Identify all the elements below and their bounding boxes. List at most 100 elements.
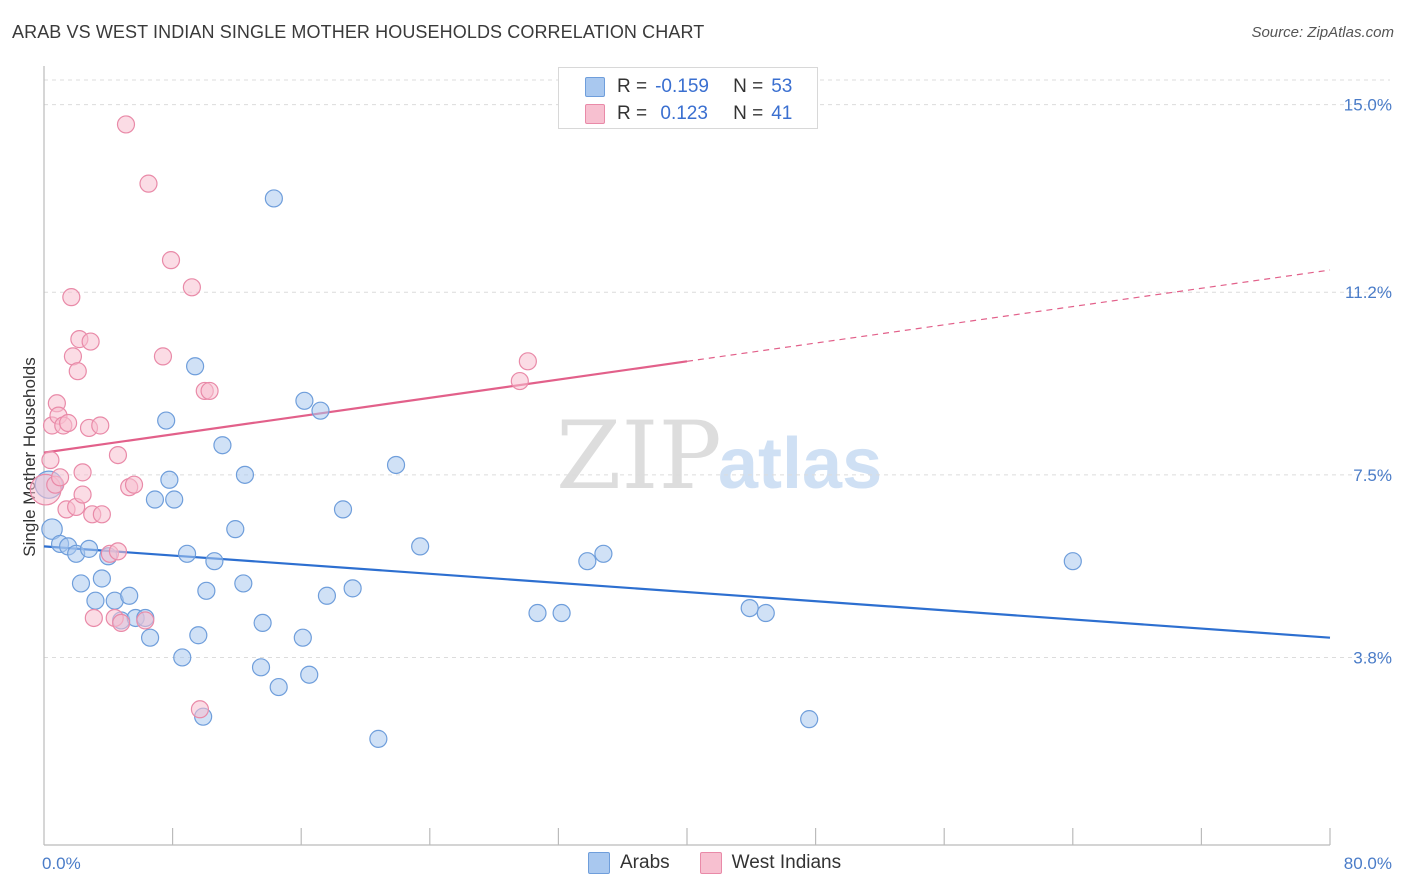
tick-labels: 3.8% 7.5% 11.2% 15.0% 0.0% 80.0% <box>42 96 1392 873</box>
x-tick-label: 0.0% <box>42 854 81 873</box>
arab-point <box>41 518 63 540</box>
arab-point <box>264 189 283 208</box>
legend-label-arabs: Arabs <box>620 852 670 873</box>
arab-point <box>1063 552 1082 571</box>
grid <box>44 79 1390 658</box>
arab-point <box>197 581 216 600</box>
west-indian-point <box>112 613 131 633</box>
west-indian-point <box>84 608 103 628</box>
west-indian-point <box>200 381 219 401</box>
legend-n-label: N = <box>733 103 764 124</box>
data-points <box>29 115 1082 748</box>
arab-point <box>157 411 176 430</box>
arab-point <box>205 552 224 571</box>
watermark-atlas: atlas <box>718 424 882 504</box>
arab-point <box>343 579 362 598</box>
arab-point <box>177 544 197 563</box>
arab-point <box>293 628 312 647</box>
west-indian-point <box>59 413 78 433</box>
legend-item-arabs[interactable]: Arabs <box>588 852 670 874</box>
arab-point <box>269 677 288 697</box>
arab-point <box>295 391 314 410</box>
source-label: Source: ZipAtlas.com <box>1251 24 1394 41</box>
arab-point <box>317 586 337 605</box>
chart-title: ARAB VS WEST INDIAN SINGLE MOTHER HOUSEH… <box>12 22 705 42</box>
trend-lines <box>43 269 1331 639</box>
west-indian-point <box>182 278 201 297</box>
legend-swatch-west-indians <box>585 104 605 124</box>
arab-point <box>251 658 271 677</box>
legend-swatch-arabs <box>588 852 610 874</box>
arab-point <box>552 603 571 623</box>
y-tick-label: 11.2% <box>1345 283 1392 302</box>
west-indian-trend-extension <box>686 269 1331 362</box>
legend-row-west-indians: R = 0.123 N = 41 <box>585 101 792 127</box>
arab-point <box>253 613 272 633</box>
arab-point <box>386 455 406 475</box>
arab-point <box>86 591 105 610</box>
legend-swatch-west-indians <box>699 852 722 874</box>
west-indian-point <box>68 362 87 381</box>
arab-point <box>92 569 111 588</box>
legend-r-label: R = <box>617 76 648 97</box>
arab-point <box>189 626 208 645</box>
west-indian-point <box>73 485 92 504</box>
arab-point <box>528 603 547 623</box>
watermark: ZIP atlas <box>556 402 882 511</box>
arab-point <box>120 586 139 605</box>
west-indian-point <box>116 115 136 134</box>
legend-r-value: -0.159 <box>655 76 709 97</box>
arab-point <box>800 710 819 729</box>
series-west-indians <box>29 115 537 719</box>
west-indian-point <box>91 416 110 435</box>
arab-point <box>740 598 759 618</box>
x-tick-label: 80.0% <box>1344 854 1392 873</box>
arab-point <box>311 401 330 420</box>
arab-point <box>71 574 91 593</box>
arab-point <box>333 500 353 519</box>
arab-point <box>234 574 253 593</box>
series-arabs <box>34 189 1082 748</box>
west-indian-point <box>62 288 81 307</box>
west-indian-point <box>139 174 158 193</box>
arab-point <box>756 603 775 623</box>
west-indian-point <box>41 450 60 470</box>
arab-point <box>226 520 245 539</box>
arab-point <box>411 537 430 556</box>
arab-point <box>186 357 205 376</box>
arab-point <box>594 544 613 563</box>
west-indian-point <box>153 347 173 366</box>
arab-trend-line <box>43 545 1331 639</box>
west-indian-point <box>92 505 111 524</box>
legend-swatch-arabs <box>585 77 605 97</box>
arab-point <box>300 665 319 684</box>
west-indian-point <box>50 468 70 487</box>
legend-label-west-indians: West Indians <box>731 852 842 873</box>
watermark-zip: ZIP <box>556 402 722 511</box>
arab-point <box>213 436 232 455</box>
legend-n-value: 41 <box>771 103 793 124</box>
west-indian-trend-line <box>43 360 688 454</box>
west-indian-point <box>81 332 100 351</box>
y-tick-label: 15.0% <box>1344 96 1392 115</box>
legend-n-value: 53 <box>771 76 793 97</box>
west-indian-point <box>108 542 128 561</box>
series-legend: Arabs West Indians <box>588 852 871 874</box>
legend-item-west-indians[interactable]: West Indians <box>699 852 842 874</box>
arab-point <box>145 490 165 509</box>
legend-r-value: 0.123 <box>655 103 708 124</box>
west-indian-point <box>161 251 181 270</box>
arab-point <box>165 490 184 509</box>
west-indian-point <box>73 463 92 482</box>
arab-point <box>369 729 388 748</box>
west-indian-point <box>518 352 537 371</box>
arab-point <box>235 465 255 484</box>
arab-point <box>79 539 99 558</box>
west-indian-point <box>136 611 155 630</box>
legend-r-label: R = <box>617 103 648 124</box>
legend-n-label: N = <box>733 76 764 97</box>
arab-point <box>140 628 160 647</box>
legend-row-arabs: R = -0.159 N = 53 <box>585 74 792 100</box>
y-tick-label: 3.8% <box>1353 648 1392 667</box>
